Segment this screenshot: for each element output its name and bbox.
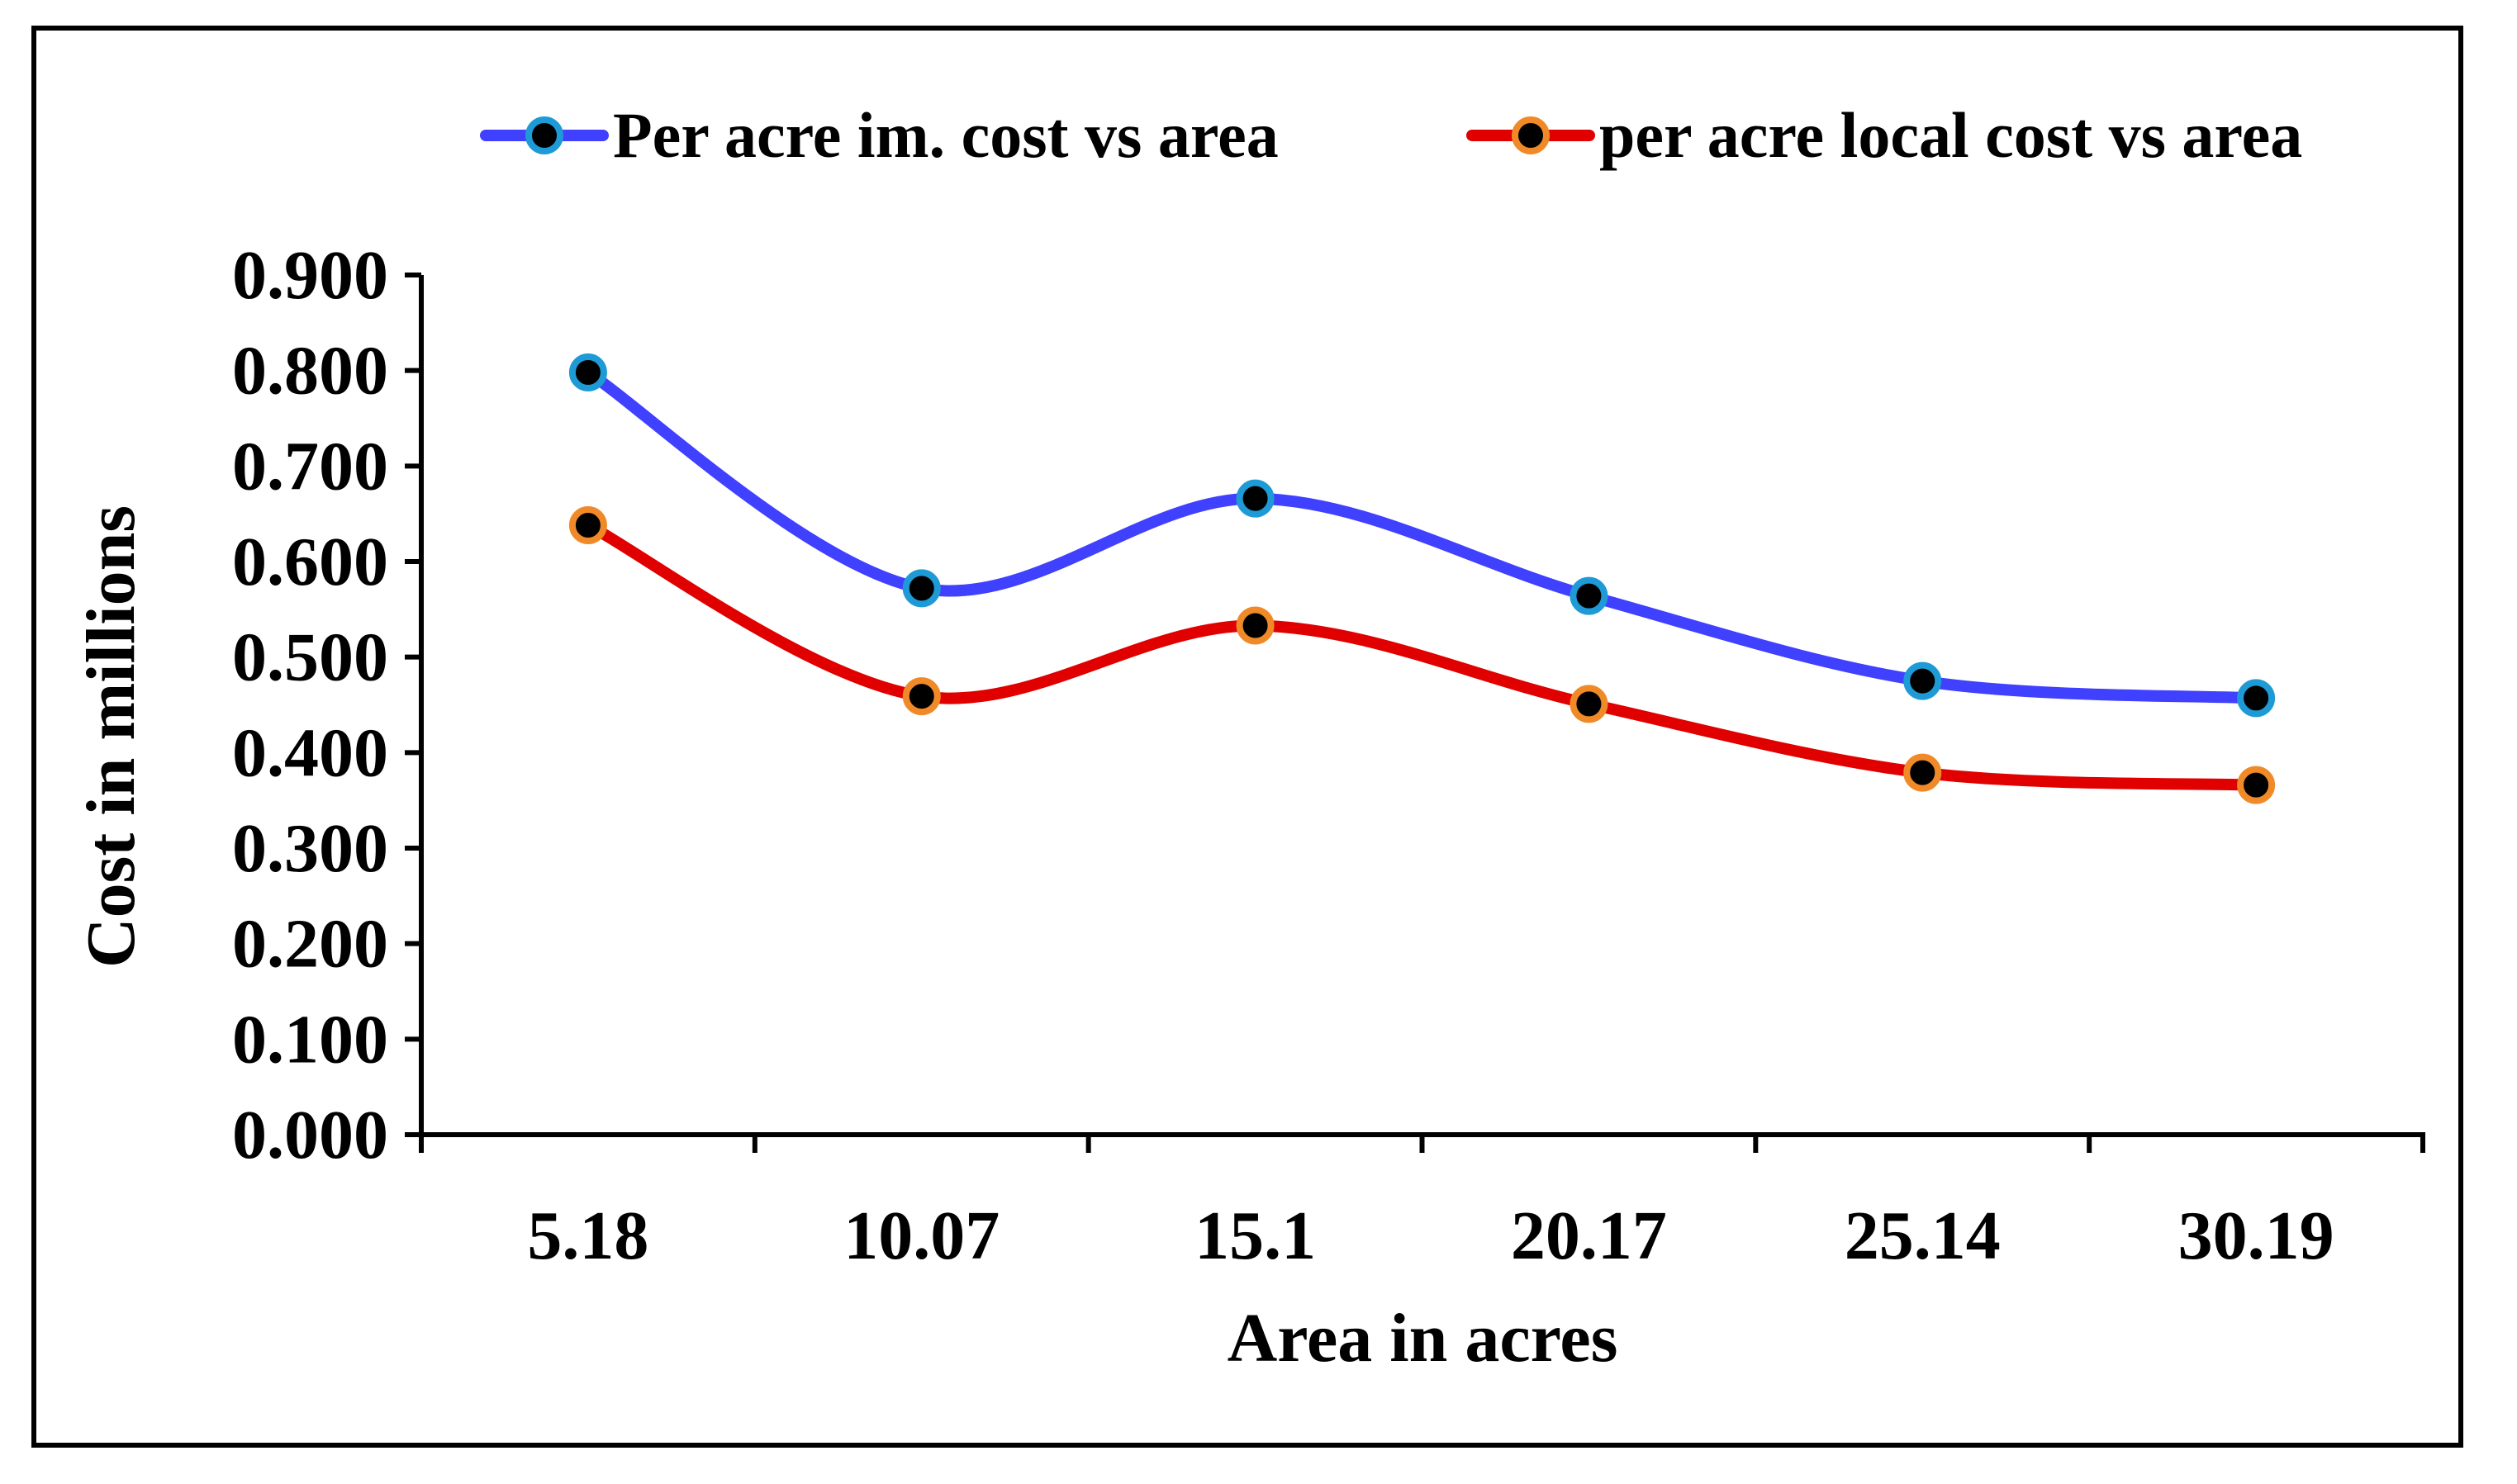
legend-label-0: Per acre im. cost vs area	[613, 99, 1279, 171]
y-tick-label: 0.600	[232, 524, 388, 600]
legend-label-1: per acre local cost vs area	[1599, 99, 2302, 171]
data-point	[902, 677, 941, 716]
data-point	[1570, 576, 1608, 615]
legend-item-0: Per acre im. cost vs area	[480, 99, 1279, 171]
x-axis-title: Area in acres	[1228, 1300, 1618, 1377]
data-point	[2237, 679, 2276, 718]
y-tick-label: 0.100	[232, 1001, 388, 1078]
x-tick-label: 30.19	[2178, 1197, 2334, 1274]
data-point	[568, 506, 607, 545]
data-point	[1903, 753, 1942, 792]
chart-frame	[31, 26, 2463, 1448]
series-0	[568, 353, 2276, 718]
x-tick-label: 25.14	[1845, 1197, 2001, 1274]
series-line-0	[582, 366, 2263, 704]
x-tick-label: 10.07	[843, 1197, 1000, 1274]
y-tick-label: 0.200	[232, 906, 388, 983]
data-point	[568, 353, 607, 391]
y-tick-label: 0.400	[232, 714, 388, 791]
legend: Per acre im. cost vs area per acre local…	[480, 99, 2302, 171]
x-tick-label: 20.17	[1511, 1197, 1667, 1274]
x-tick-label: 5.18	[527, 1197, 648, 1274]
series-line-1	[582, 519, 2263, 791]
x-axis-ticks: 5.18 10.07 15.1 20.17 25.14 30.19	[419, 1135, 2425, 1274]
y-tick-label: 0.500	[232, 619, 388, 696]
series-layer	[568, 353, 2276, 804]
legend-item-1: per acre local cost vs area	[1466, 99, 2302, 171]
data-point	[1903, 661, 1942, 700]
y-tick-label: 0.800	[232, 333, 388, 410]
legend-marker-0	[525, 116, 563, 154]
y-tick-label: 0.300	[232, 810, 388, 887]
y-axis-ticks: 0.000 0.100 0.200 0.300 0.400 0.500 0.600 0.700…	[232, 237, 421, 1173]
data-point	[1570, 685, 1608, 723]
data-point	[1236, 479, 1275, 518]
legend-marker-1	[1512, 116, 1550, 154]
series-1	[568, 506, 2276, 804]
y-tick-label: 0.000	[232, 1097, 388, 1173]
data-point	[902, 569, 941, 608]
x-tick-label: 15.1	[1194, 1197, 1316, 1274]
y-axis-title: Cost in millions	[73, 505, 150, 968]
data-point	[2237, 766, 2276, 804]
y-tick-label: 0.700	[232, 428, 388, 505]
y-tick-label: 0.900	[232, 237, 388, 314]
data-point	[1236, 606, 1275, 645]
